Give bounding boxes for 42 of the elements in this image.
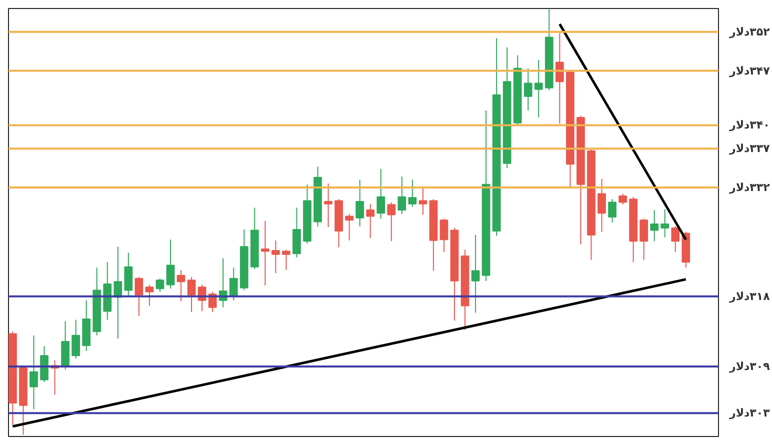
ref-line-label: ۳۵۲دلار xyxy=(728,25,770,38)
candlestick xyxy=(598,178,606,232)
candlestick xyxy=(398,176,406,214)
candlestick xyxy=(408,179,417,208)
candlestick xyxy=(524,68,532,111)
candlestick xyxy=(640,218,648,260)
ref-line-label: ۳۳۲دلار xyxy=(728,180,770,194)
candlestick xyxy=(356,179,364,227)
ref-line-label: ۳۴۰دلار xyxy=(728,118,770,132)
candlestick xyxy=(229,267,238,301)
candlestick xyxy=(671,226,680,253)
candlestick xyxy=(30,334,38,410)
candlestick xyxy=(176,269,186,302)
candlestick xyxy=(418,188,428,216)
candlestick xyxy=(282,249,290,270)
candlestick xyxy=(555,32,564,124)
candlestick xyxy=(387,202,396,242)
candlestick xyxy=(156,278,164,292)
candlestick xyxy=(271,240,280,274)
candlestick xyxy=(534,59,543,118)
ref-line-label: ۳۱۸دلار xyxy=(728,290,770,303)
candlestick xyxy=(471,234,480,314)
candlestick xyxy=(124,252,133,297)
candlestick xyxy=(345,213,354,241)
candlestick xyxy=(187,276,196,312)
candlestick xyxy=(618,193,627,206)
candlestick xyxy=(376,168,386,220)
candlestick xyxy=(260,220,270,286)
candlestick xyxy=(440,218,448,253)
candlestick xyxy=(324,183,332,228)
ref-line-label: ۳۴۷دلار xyxy=(728,64,770,78)
candlestick xyxy=(134,276,144,316)
candlestick xyxy=(166,239,175,290)
candlestick xyxy=(145,284,154,306)
ref-line-label: ۳۳۷دلار xyxy=(728,142,770,156)
ref-line-label: ۳۰۳دلار xyxy=(728,406,770,420)
candlestick xyxy=(650,210,659,242)
ref-line-label: ۳۰۹دلار xyxy=(728,360,770,373)
candlestick xyxy=(72,319,80,360)
candlestick xyxy=(660,208,670,238)
candlestick xyxy=(608,198,616,223)
candlestick xyxy=(366,203,375,239)
